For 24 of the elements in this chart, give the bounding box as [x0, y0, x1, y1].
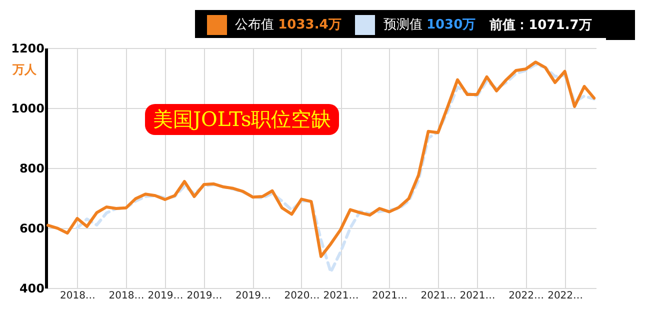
legend-label: 公布值: [235, 18, 274, 33]
y-tick-label: 1000: [11, 102, 44, 116]
legend-label: 预测值: [383, 18, 422, 33]
x-tick-label: 2019…: [186, 290, 222, 302]
y-tick-label: 600: [19, 222, 44, 236]
x-tick-label: 2018…: [60, 290, 96, 302]
y-tick-label: 800: [19, 162, 44, 176]
x-tick-label: 2021…: [420, 290, 456, 302]
x-tick-label: 2022…: [548, 290, 584, 302]
text: 美国JOLTs职位空缺: [145, 104, 340, 135]
y-tick-label: 1200: [11, 42, 44, 56]
x-tick-label: 2021…: [460, 290, 496, 302]
y-tick-label: 400: [19, 282, 44, 296]
x-tick-label: 2019…: [148, 290, 184, 302]
y-axis-title: 万人: [12, 62, 38, 76]
x-tick-label: 2019…: [236, 290, 271, 302]
x-tick-label: 2020…: [284, 290, 320, 302]
x-tick-label: 2022…: [508, 290, 544, 302]
text: 1030万: [426, 18, 476, 33]
x-tick-label: 2018…: [108, 290, 144, 302]
text: 前值：1071.7万: [490, 17, 592, 34]
x-tick-label: 2021…: [372, 290, 408, 302]
x-tick-label: 2021…: [323, 290, 359, 302]
text: 1033.4万: [278, 18, 342, 33]
